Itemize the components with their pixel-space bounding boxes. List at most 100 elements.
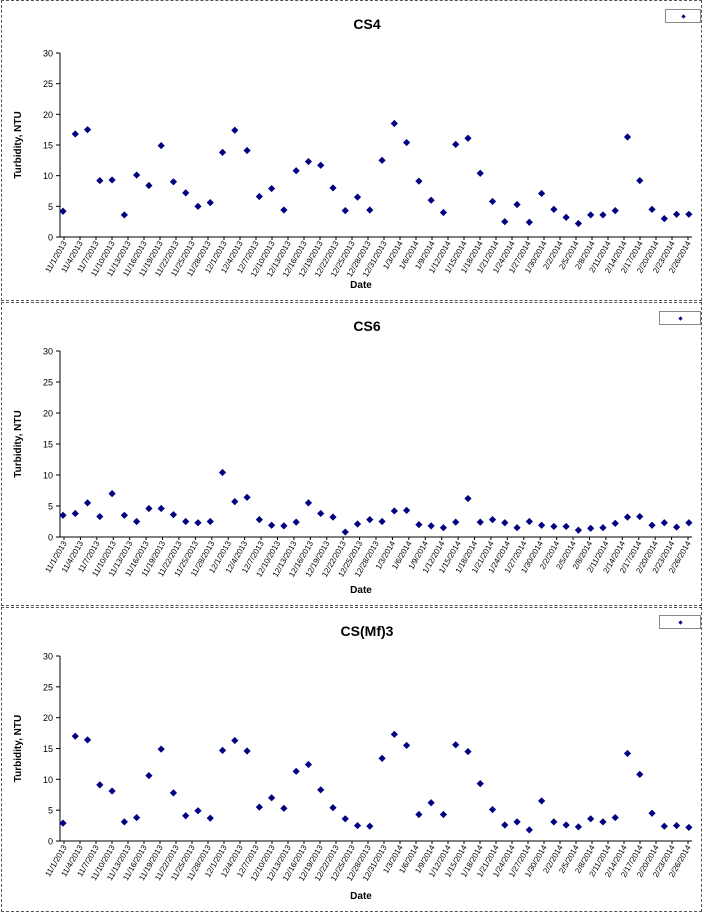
data-point <box>157 142 165 150</box>
data-point <box>660 822 668 830</box>
data-point <box>231 736 239 745</box>
data-point <box>501 218 509 226</box>
data-point <box>525 517 533 526</box>
data-point <box>341 207 349 215</box>
data-point <box>488 516 497 524</box>
y-tick-label: 25 <box>43 682 53 692</box>
data-point <box>169 789 178 797</box>
data-point <box>120 211 128 219</box>
data-point <box>378 156 386 164</box>
data-point <box>476 518 484 526</box>
data-point <box>636 770 644 778</box>
data-point <box>206 199 214 207</box>
data-point <box>538 189 546 198</box>
data-point <box>182 812 190 820</box>
data-point <box>550 818 558 826</box>
y-tick-label: 0 <box>48 533 53 543</box>
data-point <box>427 522 435 530</box>
data-point <box>415 810 423 819</box>
data-point <box>243 747 251 755</box>
data-point <box>452 741 460 749</box>
data-point <box>206 814 214 822</box>
y-axis-label: Turbidity, NTU <box>13 715 24 782</box>
legend <box>659 615 701 629</box>
data-point <box>685 210 693 218</box>
data-point <box>464 747 472 756</box>
data-point <box>648 521 656 529</box>
y-tick-label: 5 <box>48 502 53 512</box>
chart-panel: CS(Mf)3 0 5 10 15 20 25 30 Turbidity, NTU 11/1/20… <box>1 607 702 912</box>
data-point <box>464 494 472 503</box>
y-tick-label: 25 <box>43 378 53 388</box>
data-point <box>353 821 362 830</box>
data-point <box>476 169 484 177</box>
data-point <box>218 468 227 477</box>
data-point <box>439 810 448 819</box>
data-point <box>255 192 263 201</box>
y-tick-label: 15 <box>43 440 53 450</box>
data-point <box>611 519 619 527</box>
data-point <box>366 822 374 830</box>
data-point <box>415 521 423 529</box>
y-tick-label: 25 <box>43 79 53 89</box>
data-point <box>501 519 509 527</box>
y-tick-label: 10 <box>43 775 53 785</box>
data-point <box>415 177 423 185</box>
data-point <box>268 184 276 193</box>
data-point <box>562 213 570 221</box>
data-point <box>513 524 521 532</box>
data-point <box>672 210 681 218</box>
data-point <box>292 167 300 175</box>
data-point <box>194 202 202 210</box>
data-point <box>133 171 141 179</box>
data-point <box>83 126 92 134</box>
y-tick-label: 15 <box>43 141 53 151</box>
x-axis-label: Date <box>350 280 372 291</box>
data-point <box>611 813 619 822</box>
y-tick-label: 20 <box>43 110 53 120</box>
data-point <box>231 498 239 506</box>
data-point <box>182 189 190 197</box>
data-point <box>206 517 214 526</box>
data-point <box>329 804 337 812</box>
y-tick-label: 20 <box>43 409 53 419</box>
data-point <box>599 524 607 532</box>
data-point <box>71 130 79 138</box>
y-tick-label: 10 <box>43 471 53 481</box>
legend <box>665 9 701 23</box>
legend-marker-icon <box>680 13 686 19</box>
data-point <box>145 772 153 780</box>
data-point <box>255 803 263 811</box>
y-tick-label: 30 <box>43 347 53 357</box>
data-point <box>366 206 374 214</box>
data-point <box>96 512 104 521</box>
data-point <box>108 176 116 184</box>
data-point <box>182 517 190 526</box>
data-point <box>341 815 349 823</box>
y-tick-label: 10 <box>43 171 53 181</box>
data-point <box>329 184 337 192</box>
data-point <box>599 211 607 219</box>
data-point <box>403 741 411 750</box>
data-point <box>648 205 656 213</box>
data-point <box>636 176 644 185</box>
legend-marker-icon <box>677 619 683 625</box>
data-point <box>317 161 325 169</box>
data-point <box>329 513 337 521</box>
data-point <box>268 521 276 529</box>
data-point <box>439 524 448 532</box>
data-point <box>83 499 92 507</box>
data-point <box>488 805 497 814</box>
y-tick-label: 20 <box>43 713 53 723</box>
y-axis-label: Turbidity, NTU <box>13 410 24 477</box>
data-point <box>587 211 595 219</box>
data-point <box>660 215 668 223</box>
chart-title: CS6 <box>353 318 380 334</box>
data-point <box>341 528 349 536</box>
data-point <box>562 821 570 829</box>
data-point <box>280 206 288 214</box>
